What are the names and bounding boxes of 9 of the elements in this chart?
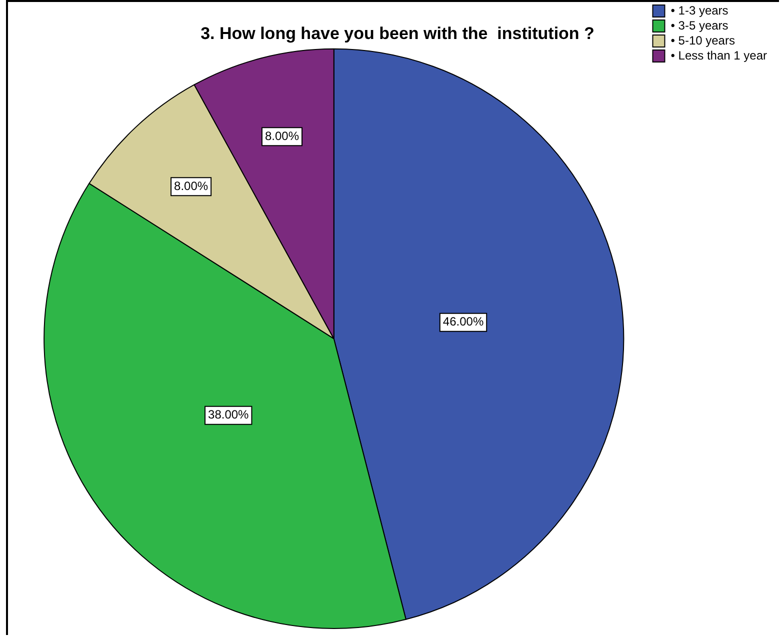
legend-label: • Less than 1 year (670, 48, 768, 62)
data-label: 38.00% (208, 408, 250, 422)
data-label: 46.00% (442, 314, 484, 329)
data-label: 8.00% (174, 178, 208, 193)
text: 3. How long have you been with the institution ? (200, 24, 594, 43)
legend-label: • 5-10 years (670, 33, 735, 48)
legend-label: • 1-3 years (670, 3, 728, 18)
data-label: 8.00% (264, 128, 300, 143)
legend-label: • 3-5 years (670, 18, 728, 32)
